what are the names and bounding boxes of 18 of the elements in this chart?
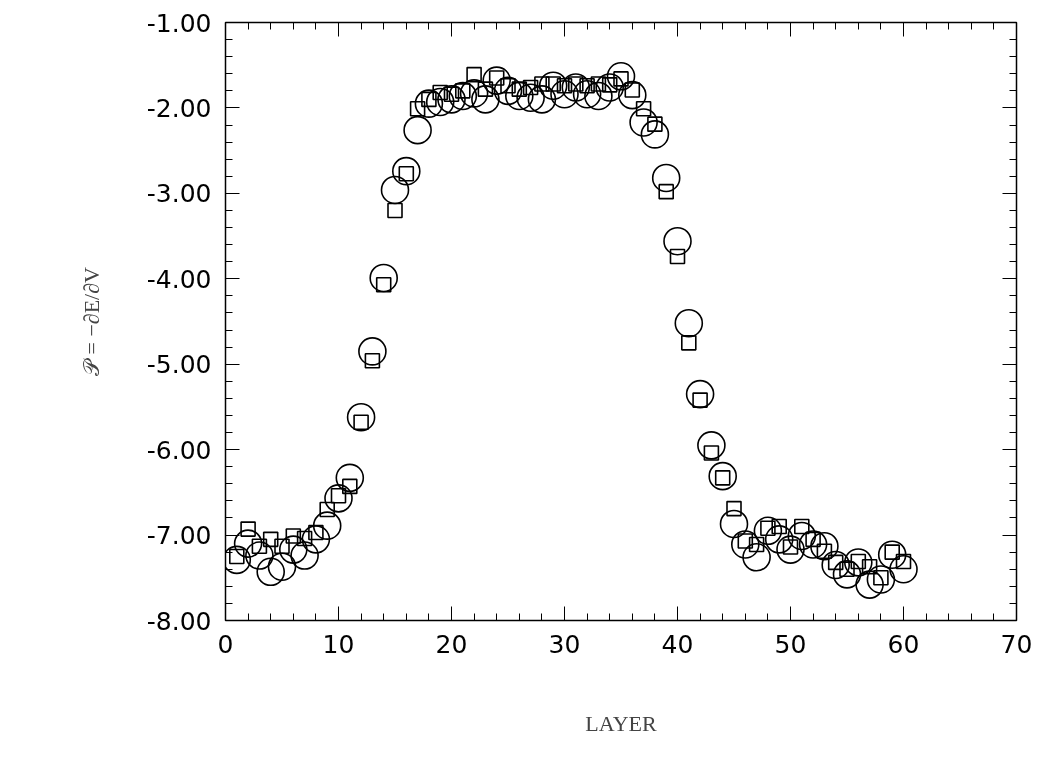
x-tick-label: 10 [322, 629, 355, 659]
y-axis-title: 𝒫 = −∂E/∂V [78, 266, 104, 376]
y-tick-label: -6.00 [146, 435, 212, 465]
x-tick-label: 30 [548, 629, 581, 659]
y-tick-label: -8.00 [146, 606, 212, 636]
y-tick-label: -3.00 [146, 179, 212, 209]
x-tick-label: 70 [1000, 629, 1033, 659]
y-tick-label: -5.00 [146, 350, 212, 380]
y-tick-label: -1.00 [146, 8, 212, 38]
x-axis-title: LAYER [585, 710, 657, 736]
x-tick-label: 60 [887, 629, 920, 659]
y-tick-label: -7.00 [146, 521, 212, 551]
x-tick-label: 0 [217, 629, 234, 659]
y-tick-label: -4.00 [146, 264, 212, 294]
x-tick-label: 40 [661, 629, 694, 659]
x-tick-label: 50 [774, 629, 807, 659]
y-tick-label: -2.00 [146, 93, 212, 123]
x-tick-label: 20 [435, 629, 468, 659]
